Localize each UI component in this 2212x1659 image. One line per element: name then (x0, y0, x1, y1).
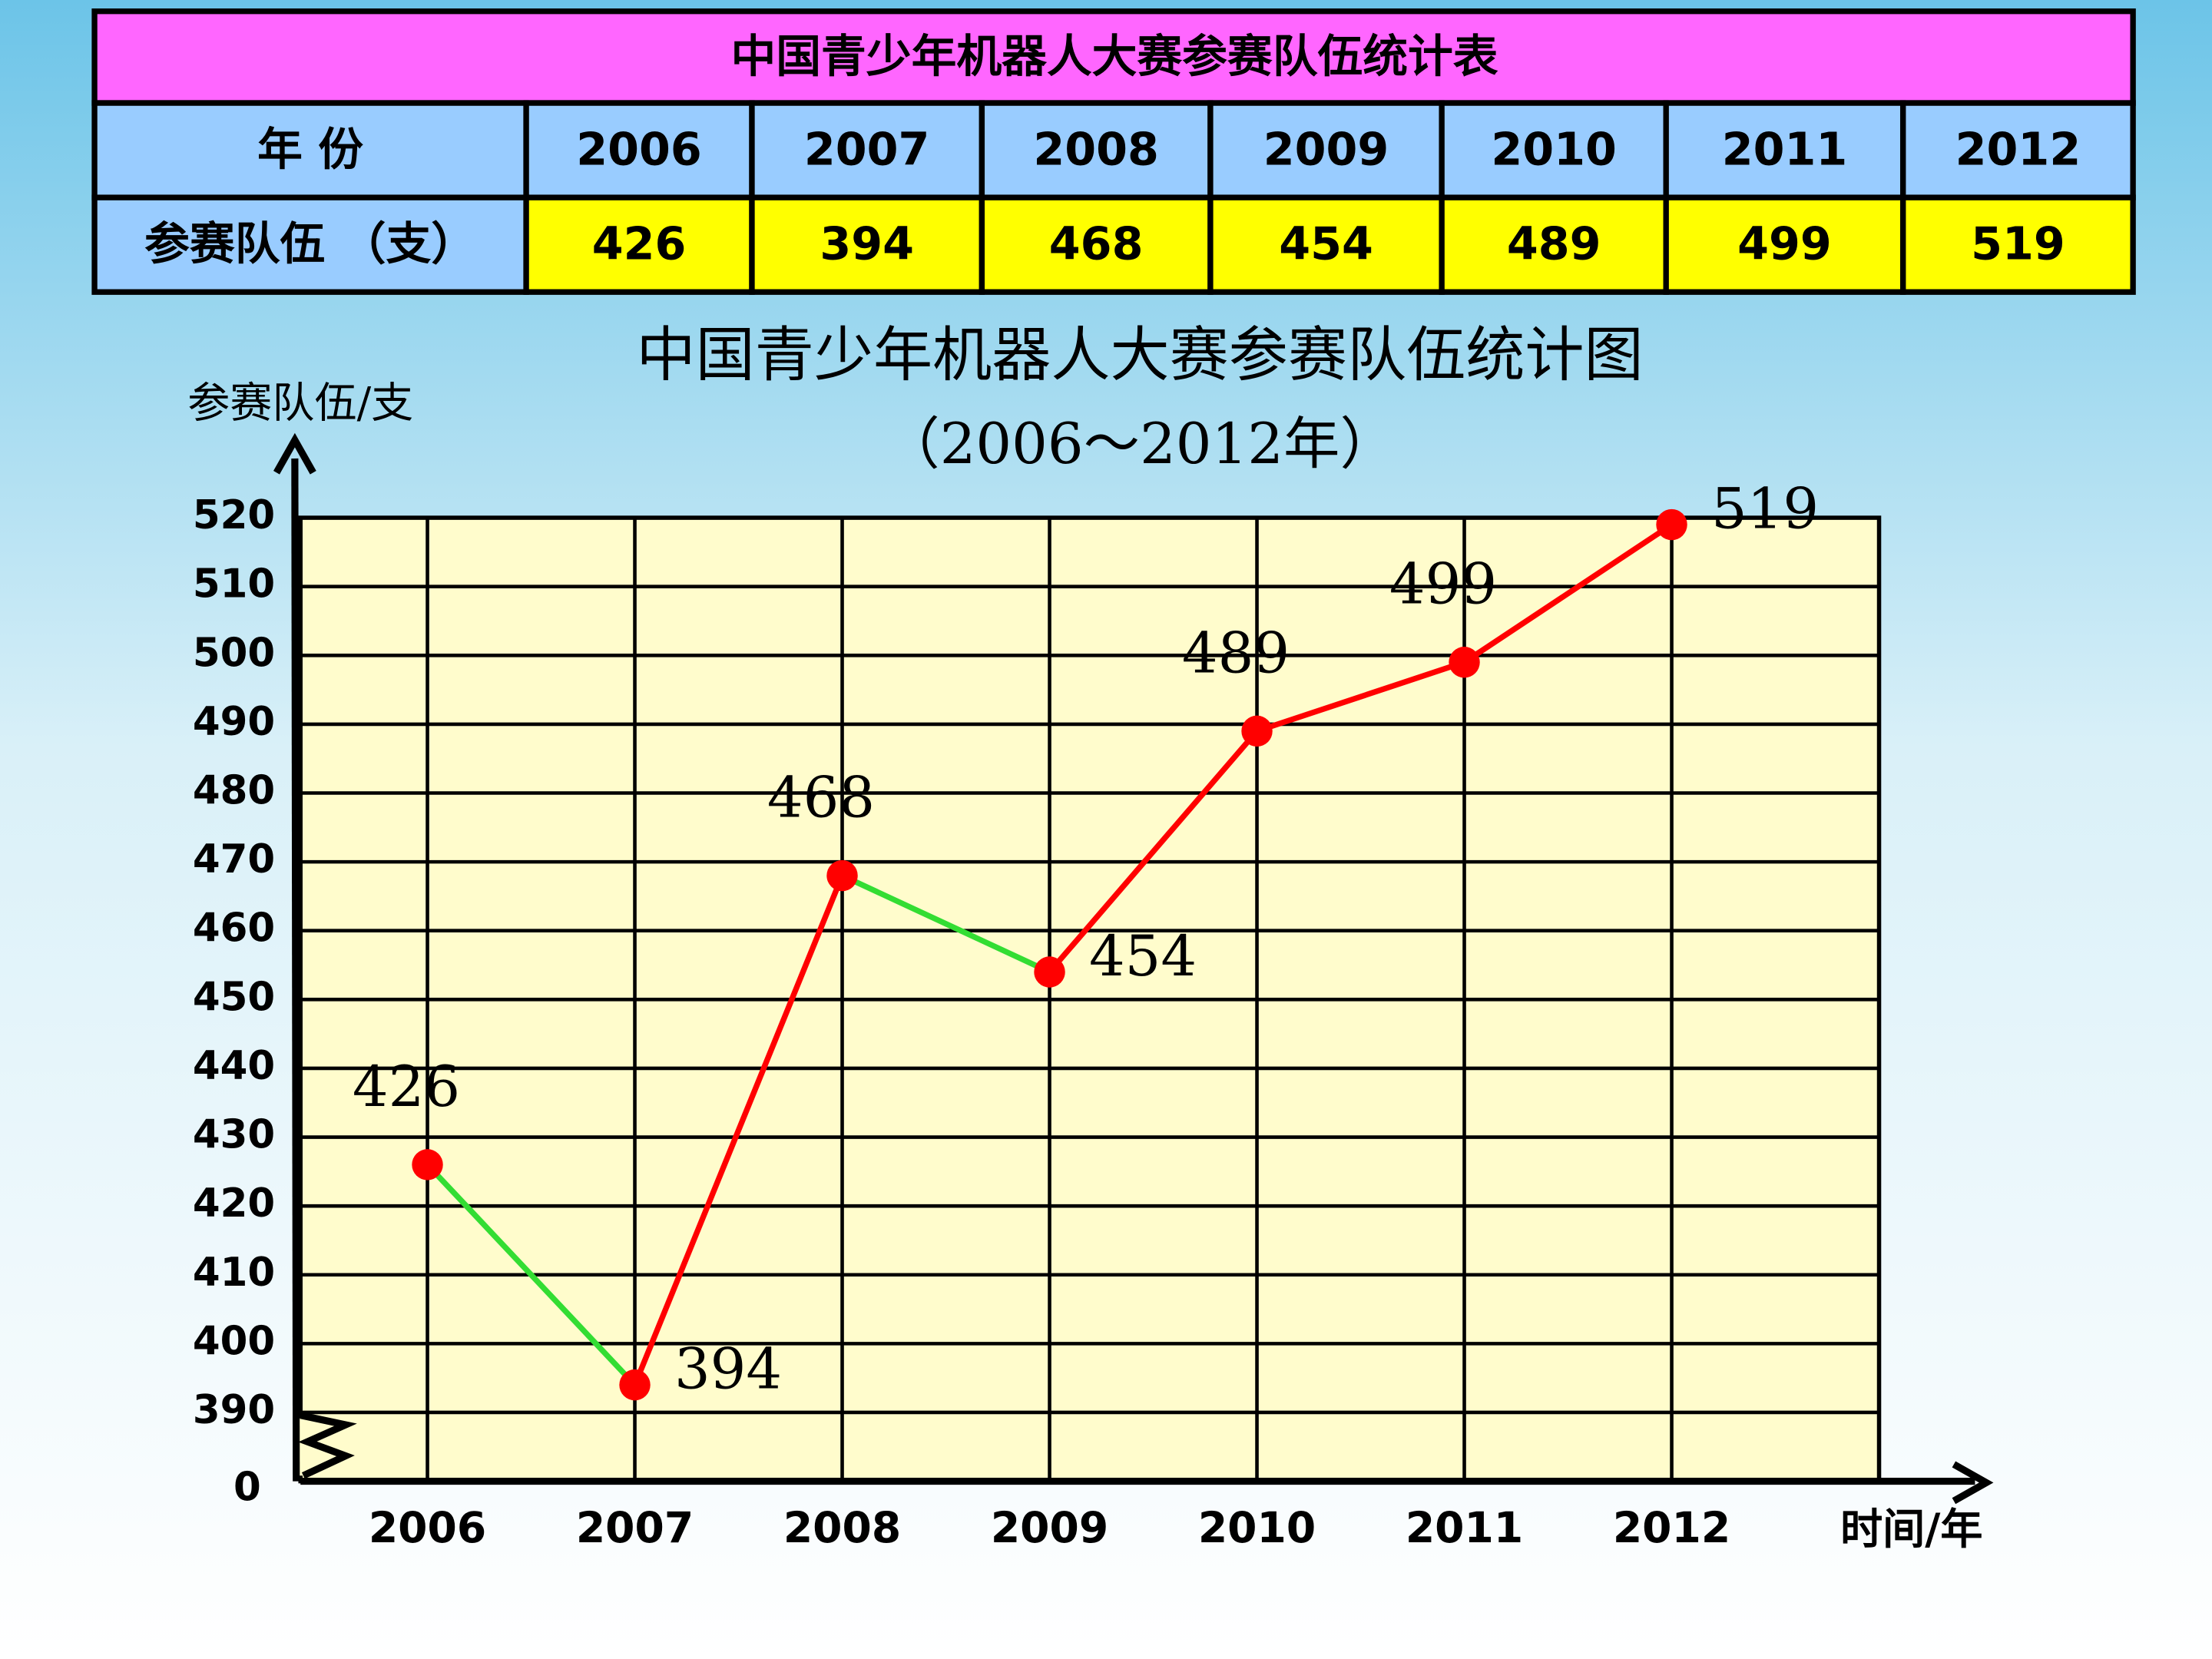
table-cell-text: 468 (1049, 217, 1144, 270)
y-axis-arrow (273, 432, 316, 475)
table-cell-text: 2011 (1722, 122, 1848, 175)
x-tick-label: 2008 (783, 1503, 901, 1552)
line-segment (632, 874, 845, 1386)
data-point (1034, 956, 1065, 988)
data-point (619, 1369, 651, 1401)
y-tick-label: 520 (193, 492, 275, 538)
table-cell (91, 194, 529, 295)
table-cell-text: 454 (1279, 217, 1373, 270)
line-segment (425, 1162, 637, 1387)
table-cell (523, 100, 755, 200)
table-cell-text: 2009 (1263, 122, 1389, 175)
table-cell (1900, 100, 2136, 200)
table-cell-text: 489 (1507, 217, 1601, 270)
x-tick-label: 2009 (991, 1503, 1108, 1552)
data-label: 489 (1182, 621, 1290, 686)
x-axis-arrow (1952, 1461, 1994, 1505)
y-tick-label: 480 (193, 768, 275, 814)
table-cell-text: 2012 (1955, 122, 2081, 175)
table-cell (979, 194, 1214, 295)
y-tick-label: 410 (193, 1250, 275, 1296)
table-cell-text: 参赛队伍 （支） (144, 217, 476, 270)
table-cell (1439, 194, 1669, 295)
data-label: 499 (1389, 552, 1497, 618)
line-segment (1256, 659, 1465, 734)
y-tick-label: 500 (193, 630, 275, 676)
y-tick-label: 390 (193, 1387, 275, 1433)
y-tick-label: 440 (193, 1043, 275, 1089)
data-label: 519 (1711, 476, 1819, 541)
table-cell-text: 426 (592, 217, 687, 270)
table-cell-text: 年 份 (257, 122, 363, 175)
table-cell (1663, 100, 1906, 200)
line-segment (840, 873, 1051, 975)
y-tick-label: 510 (193, 561, 275, 608)
table-cell (91, 100, 529, 200)
table-cell-text: 519 (1971, 217, 2065, 270)
chart-subtitle: （2006～2012年） (883, 412, 1396, 477)
table-cell (523, 194, 755, 295)
y-axis-label: 参赛队伍/支 (187, 378, 413, 427)
table-title: 中国青少年机器人大赛参赛队伍统计表 (731, 29, 1498, 82)
chart-title: 中国青少年机器人大赛参赛队伍统计图 (637, 320, 1644, 389)
x-tick-label: 2011 (1406, 1503, 1523, 1552)
data-label: 426 (353, 1055, 460, 1120)
table-cell-text: 2008 (1033, 122, 1159, 175)
table-cell-text: 2010 (1491, 122, 1617, 175)
x-tick-label: 2006 (369, 1503, 486, 1552)
line-segment (1047, 729, 1260, 974)
y-tick-label: 490 (193, 699, 275, 745)
x-tick-label: 2007 (576, 1503, 694, 1552)
x-axis-label: 时间/年 (1840, 1505, 1982, 1554)
table-cell (1207, 194, 1445, 295)
data-point (1656, 508, 1687, 541)
table-cell-text: 499 (1737, 217, 1832, 270)
data-point (1449, 647, 1480, 678)
y-tick-label: 400 (193, 1318, 275, 1364)
data-point (1241, 715, 1273, 747)
table-cell-text: 394 (820, 217, 914, 270)
table-title-cell (91, 8, 2136, 106)
y-tick-label: 420 (193, 1181, 275, 1227)
axis-break (298, 1412, 357, 1479)
table-cell (1900, 194, 2136, 295)
y-tick-label: 450 (193, 974, 275, 1020)
y-axis (291, 458, 300, 1482)
data-label: 454 (1089, 924, 1197, 989)
axis-break-label: 0 (233, 1465, 261, 1511)
data-point (412, 1149, 443, 1181)
table-cell (1663, 194, 1906, 295)
y-tick-label: 430 (193, 1112, 275, 1158)
table-cell-text: 2007 (804, 122, 930, 175)
data-label: 394 (674, 1336, 782, 1402)
data-point (826, 859, 858, 892)
x-tick-label: 2010 (1198, 1503, 1316, 1552)
x-tick-label: 2012 (1613, 1503, 1730, 1552)
line-segment (1462, 522, 1674, 665)
data-label: 468 (767, 766, 875, 831)
table-cell (749, 194, 985, 295)
y-tick-label: 460 (193, 906, 275, 952)
y-tick-label: 470 (193, 836, 275, 882)
table-cell-text: 2006 (576, 122, 702, 175)
